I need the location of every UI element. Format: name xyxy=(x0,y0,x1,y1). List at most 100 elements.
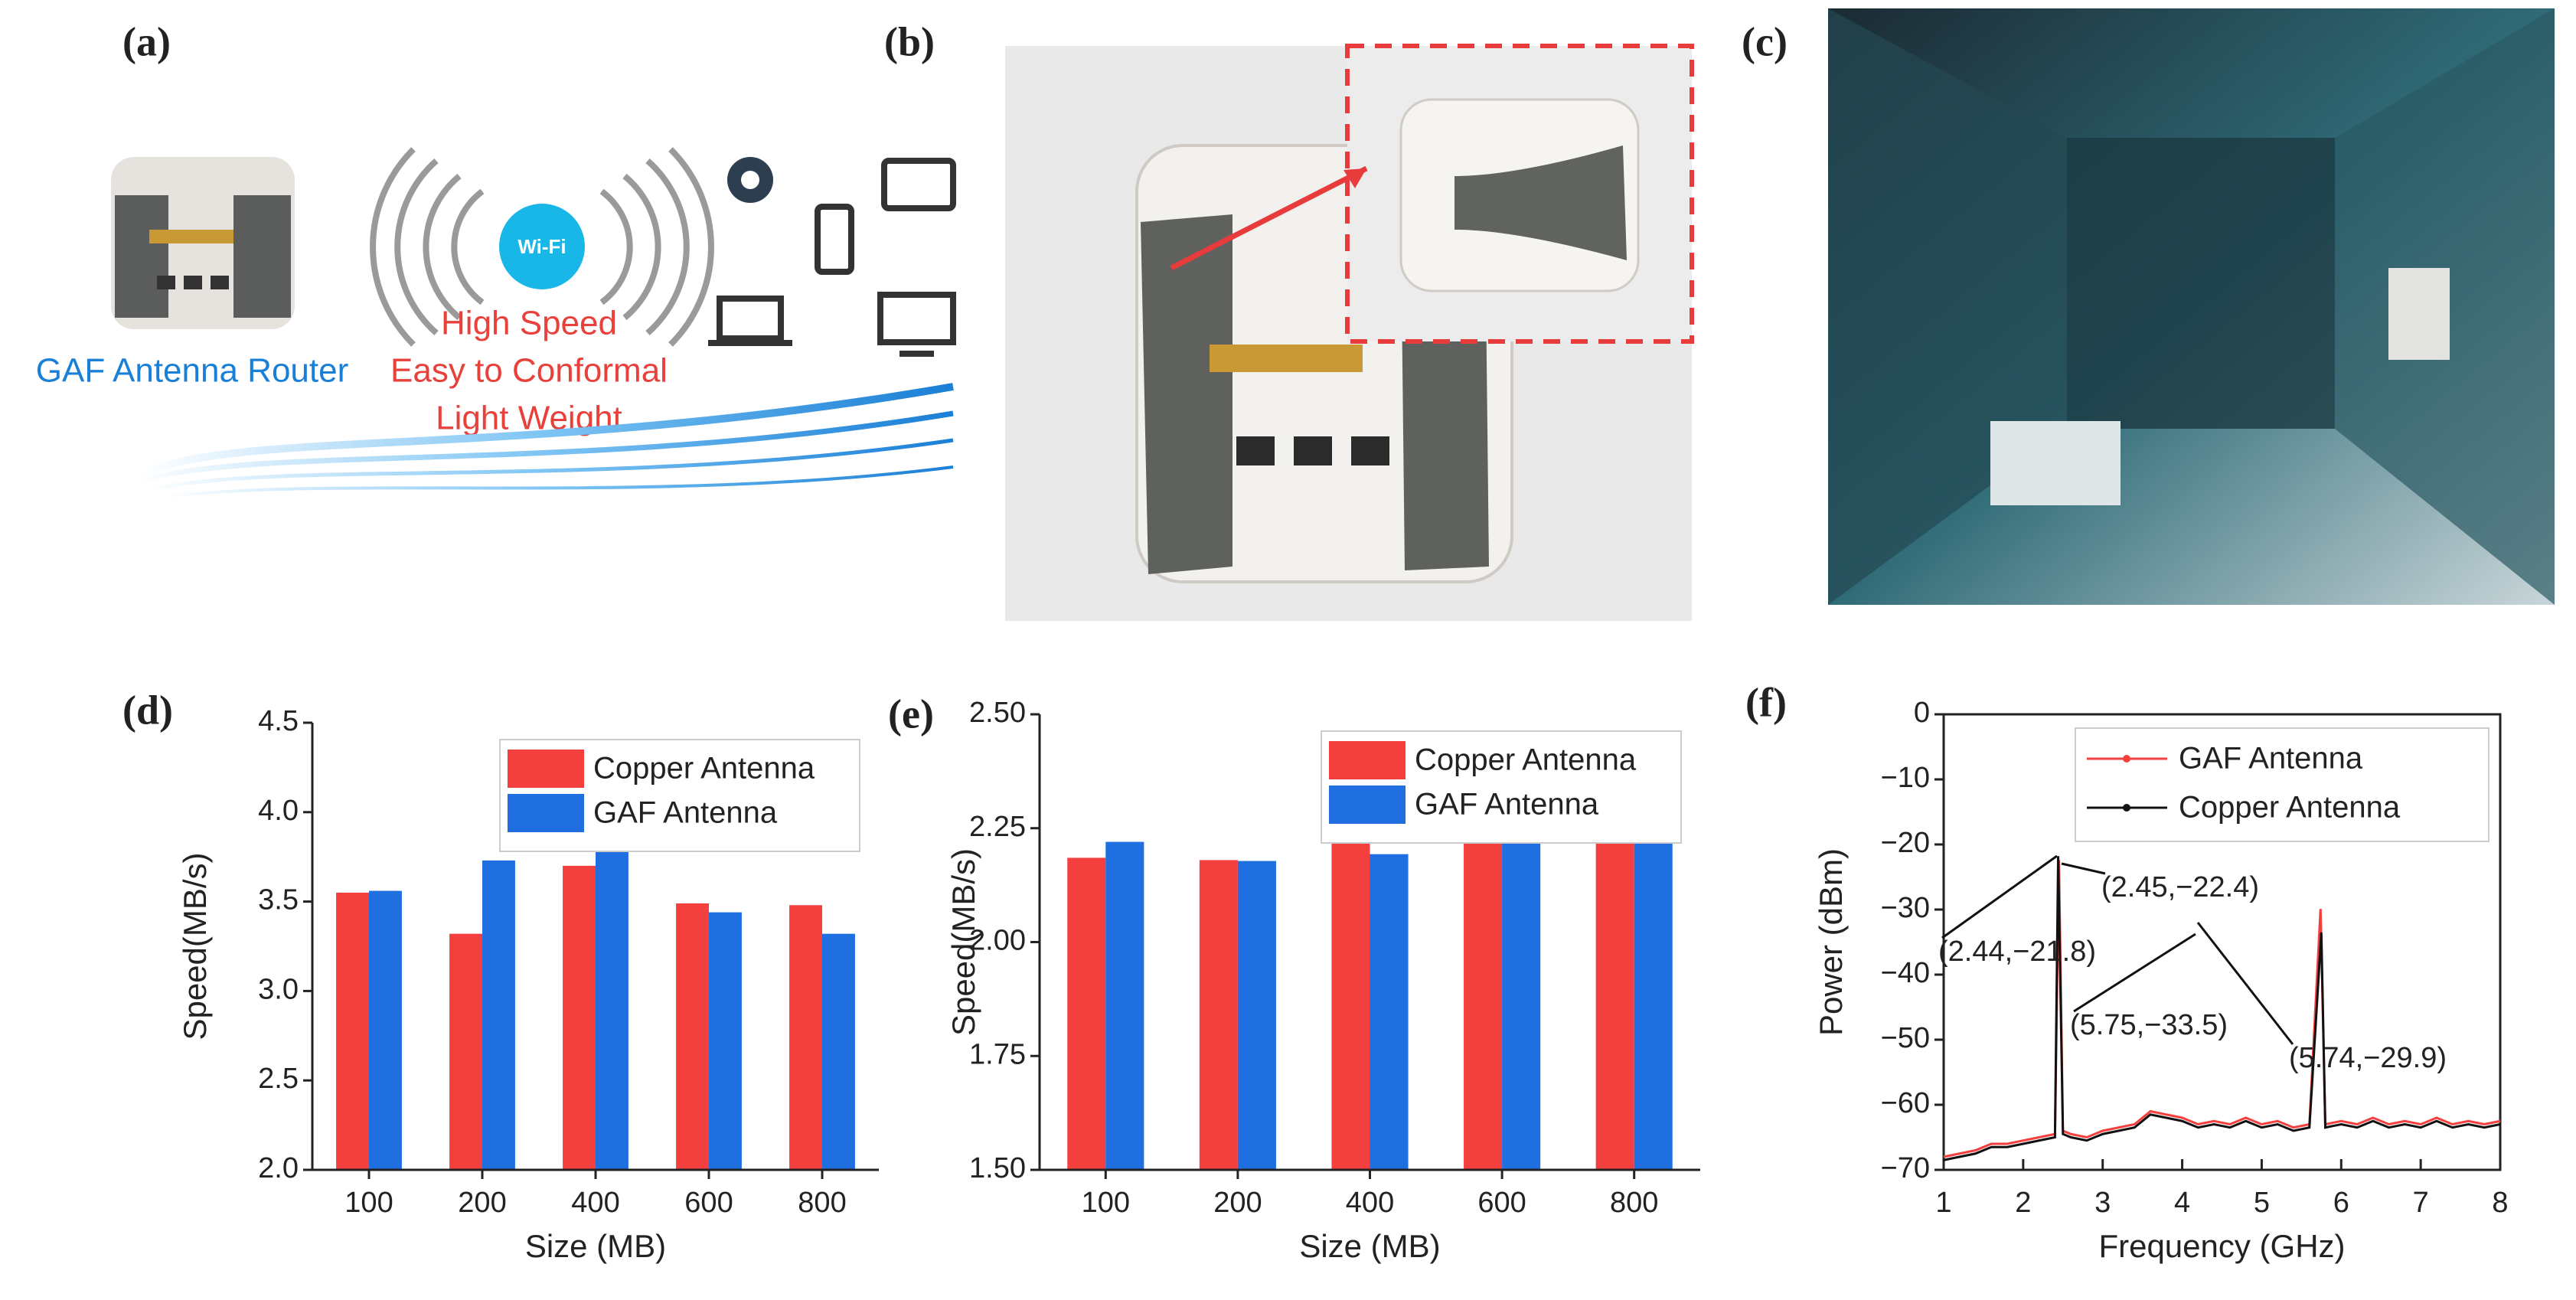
spectrum-line xyxy=(1943,860,2501,1158)
y-axis-title: Speed(MB/s) xyxy=(945,848,981,1036)
bar xyxy=(676,903,709,1170)
x-tick-label: 4 xyxy=(2174,1187,2190,1219)
annotation-leader xyxy=(2061,862,2106,875)
y-tick-label: 1.75 xyxy=(969,1038,1026,1070)
x-tick-label: 1 xyxy=(1935,1187,1951,1219)
bar xyxy=(336,892,369,1170)
bar xyxy=(596,849,628,1170)
annotation: (2.44,−21.8) xyxy=(1938,936,2096,968)
y-tick-label: 2.0 xyxy=(258,1152,299,1184)
legend-swatch xyxy=(1329,786,1406,824)
bar xyxy=(1105,841,1144,1170)
y-tick-label: 2.25 xyxy=(969,811,1026,843)
x-tick-label: 400 xyxy=(571,1187,619,1219)
x-tick-label: 600 xyxy=(684,1187,733,1219)
device-icons xyxy=(708,157,956,357)
spectrum-line xyxy=(1943,856,2501,1161)
legend-marker xyxy=(2123,804,2130,812)
x-tick-label: 8 xyxy=(2492,1187,2508,1219)
x-tick-label: 2 xyxy=(2015,1187,2031,1219)
x-tick-label: 600 xyxy=(1477,1187,1526,1219)
annotation: (2.45,−22.4) xyxy=(2101,871,2259,903)
x-axis-title: Size (MB) xyxy=(1299,1228,1440,1264)
bar xyxy=(709,912,742,1170)
legend-label: GAF Antenna xyxy=(593,796,778,830)
x-tick-label: 400 xyxy=(1346,1187,1394,1219)
wifi-waves xyxy=(370,147,714,347)
panel-label: (e) xyxy=(888,691,934,737)
y-tick-label: 2.00 xyxy=(969,925,1026,957)
feature: Easy to Conformal xyxy=(390,352,668,390)
x-axis-title: Size (MB) xyxy=(525,1228,666,1264)
panel-label: (b) xyxy=(884,18,935,64)
legend-label: Copper Antenna xyxy=(593,752,815,786)
wifi-icon xyxy=(499,204,585,289)
bar xyxy=(449,933,482,1170)
y-tick-label: −60 xyxy=(1881,1087,1930,1119)
y-tick-label: 4.5 xyxy=(258,705,299,737)
y-axis-title: Power (dBm) xyxy=(1813,848,1849,1036)
legend-label: GAF Antenna xyxy=(2179,742,2363,776)
panel-label: (f) xyxy=(1745,679,1787,725)
bar xyxy=(1067,857,1106,1170)
y-tick-label: 1.50 xyxy=(969,1152,1026,1184)
bar xyxy=(1331,839,1370,1170)
x-tick-label: 100 xyxy=(344,1187,393,1219)
bar xyxy=(1464,832,1503,1170)
bar xyxy=(482,860,515,1170)
panel-label: (c) xyxy=(1742,18,1788,64)
legend-marker xyxy=(2123,755,2130,763)
x-tick-label: 800 xyxy=(798,1187,846,1219)
legend-label: Copper Antenna xyxy=(1415,743,1637,777)
y-tick-label: −50 xyxy=(1881,1022,1930,1054)
x-tick-label: 200 xyxy=(458,1187,506,1219)
y-tick-label: −40 xyxy=(1881,957,1930,989)
y-tick-label: 0 xyxy=(1914,697,1930,729)
y-tick-label: 4.0 xyxy=(258,795,299,827)
y-tick-label: −30 xyxy=(1881,892,1930,924)
router-closeup-photo xyxy=(1005,44,1694,621)
bar xyxy=(1199,860,1238,1170)
annotation-leader xyxy=(1941,854,2058,939)
bar xyxy=(1502,835,1541,1170)
wifi-text: Wi-Fi xyxy=(517,235,566,258)
annotation-leader xyxy=(2196,922,2294,1045)
legend-box xyxy=(2075,727,2489,842)
x-tick-label: 5 xyxy=(2254,1187,2270,1219)
bar xyxy=(789,905,822,1170)
signal-swoosh xyxy=(136,383,954,499)
router-caption: GAF Antenna Router xyxy=(36,352,348,390)
bar xyxy=(563,865,596,1170)
x-tick-label: 3 xyxy=(2094,1187,2111,1219)
panel-label: (d) xyxy=(122,687,173,733)
feature: High Speed xyxy=(441,305,617,342)
legend-label: GAF Antenna xyxy=(1415,788,1599,821)
plot-frame xyxy=(1942,713,2502,1171)
y-tick-label: 3.0 xyxy=(258,973,299,1005)
x-tick-label: 800 xyxy=(1610,1187,1658,1219)
y-tick-label: 2.50 xyxy=(969,697,1026,729)
bar xyxy=(1370,854,1409,1170)
annotation-leader xyxy=(2073,933,2196,1013)
annotation: (5.74,−29.9) xyxy=(2289,1042,2447,1074)
bar xyxy=(1595,830,1634,1170)
x-tick-label: 100 xyxy=(1082,1187,1130,1219)
x-tick-label: 200 xyxy=(1213,1187,1262,1219)
bar xyxy=(822,933,855,1170)
anechoic-chamber-photo xyxy=(1828,8,2555,605)
y-tick-label: 3.5 xyxy=(258,884,299,916)
legend-swatch xyxy=(508,794,584,832)
y-tick-label: 2.5 xyxy=(258,1063,299,1095)
legend-swatch xyxy=(508,750,584,788)
x-tick-label: 7 xyxy=(2413,1187,2429,1219)
y-tick-label: −10 xyxy=(1881,762,1930,794)
bar xyxy=(369,890,402,1170)
bar xyxy=(1634,831,1673,1170)
y-tick-label: −20 xyxy=(1881,827,1930,859)
x-axis-title: Frequency (GHz) xyxy=(2098,1228,2345,1264)
router-photo xyxy=(111,157,295,329)
x-tick-label: 6 xyxy=(2333,1187,2349,1219)
y-axis-title: Speed(MB/s) xyxy=(177,852,213,1040)
y-tick-label: −70 xyxy=(1881,1152,1930,1184)
